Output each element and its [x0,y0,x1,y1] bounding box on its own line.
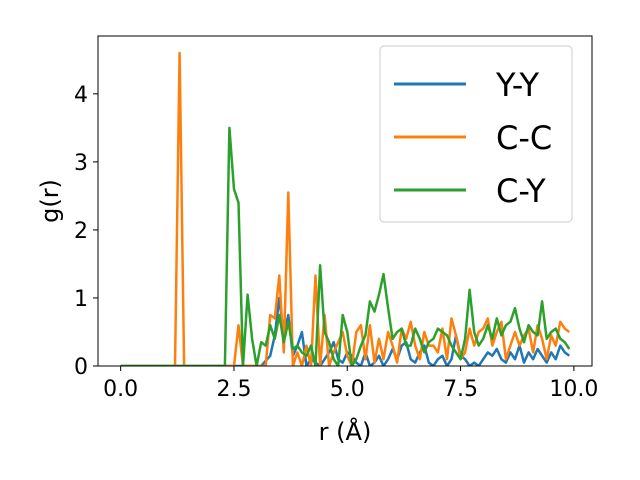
legend: Y-Y C-C C-Y [379,45,573,223]
series-line-c-y [120,126,571,366]
y-tick-label: 4 [74,83,88,108]
y-tick-label: 2 [74,219,88,244]
series-layer [120,51,571,366]
y-tick-label: 0 [74,355,88,380]
y-axis: 0 1 2 3 4 [74,83,98,380]
x-tick-label: 0.0 [103,377,138,402]
x-tick-label: 5.0 [330,377,365,402]
y-tick-label: 3 [74,151,88,176]
x-axis: 0.0 2.5 5.0 7.5 10.0 [103,366,598,402]
x-tick-label: 2.5 [216,377,251,402]
y-tick-label: 1 [74,287,88,312]
legend-box [379,45,573,223]
series-line-c-c [120,51,571,366]
y-axis-label: g(r) [36,179,64,223]
x-tick-label: 7.5 [443,377,478,402]
x-axis-label: r (Å) [319,417,372,446]
x-tick-label: 10.0 [549,377,598,402]
legend-label-c-y: C-Y [496,172,546,210]
plot-frame [97,35,593,367]
legend-label-c-c: C-C [496,119,552,157]
legend-label-y-y: Y-Y [495,66,540,104]
